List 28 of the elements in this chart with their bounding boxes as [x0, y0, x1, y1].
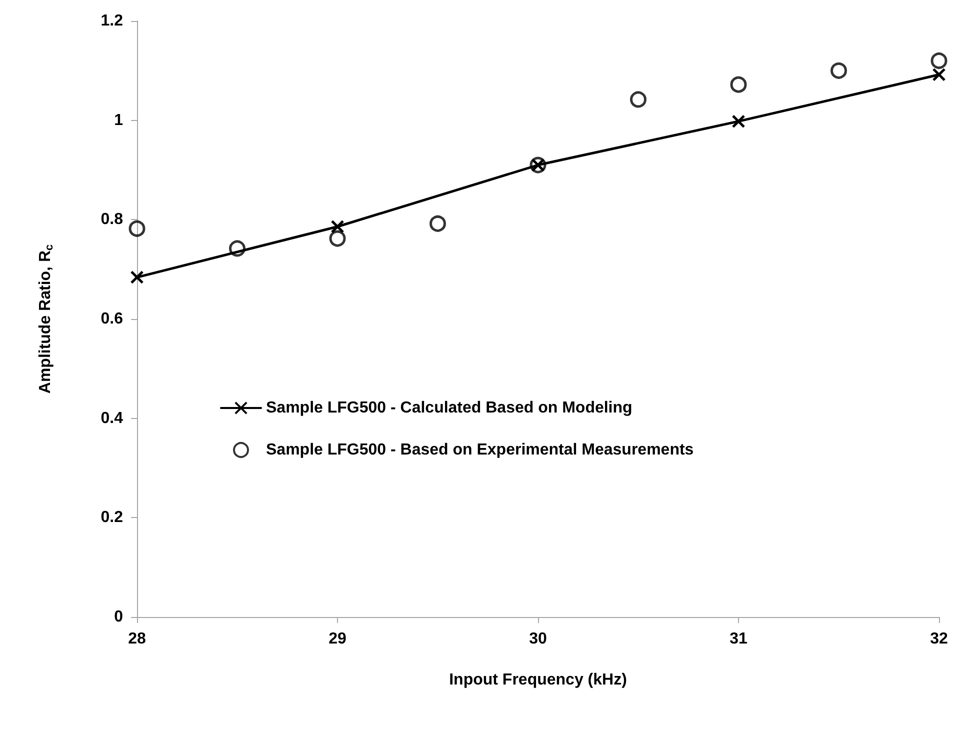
x-tick-label: 30: [529, 630, 547, 648]
point: [630, 91, 646, 108]
x-axis-title: Inpout Frequency (kHz): [449, 672, 627, 688]
point: [330, 220, 344, 234]
y-tick-label: 1: [114, 112, 124, 129]
x-tick-label: 31: [730, 630, 748, 648]
y-tick-label: 0.8: [100, 211, 124, 228]
y-tick-label: 0: [114, 608, 124, 626]
y-axis-title: Amplitude Ratio, Rc: [37, 244, 56, 394]
y-tick-label: 0.4: [100, 410, 124, 427]
x-tick-label: 28: [128, 630, 146, 648]
point: [229, 240, 246, 257]
point: [329, 230, 346, 247]
y-tick-label: 0.6: [100, 310, 124, 328]
point: [130, 270, 144, 284]
point: [730, 76, 747, 93]
point: [932, 68, 946, 82]
point: [930, 52, 948, 69]
point: [430, 215, 446, 232]
legend-label: Sample LFG500 - Calculated Based on Modeling: [266, 400, 632, 416]
point: [830, 62, 847, 79]
y-tick-label: 1.2: [100, 12, 124, 30]
point: [128, 220, 146, 237]
y-tick-label: 0.2: [100, 509, 124, 526]
point: [732, 114, 746, 128]
x-tick-label: 32: [930, 630, 948, 648]
x-tick-label: 29: [328, 630, 346, 648]
legend-label: Sample LFG500 - Based on Experimental Measurements: [266, 442, 694, 458]
